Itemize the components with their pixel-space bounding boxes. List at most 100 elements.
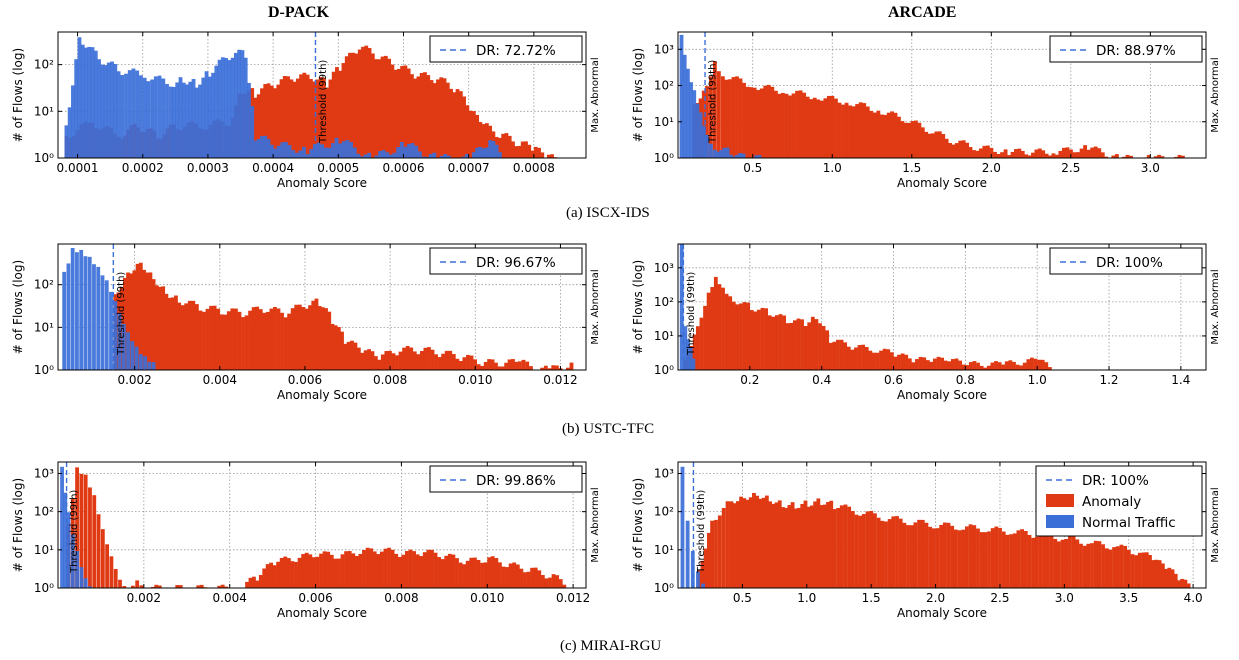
histogram-bar bbox=[403, 65, 408, 158]
plot-frame bbox=[677, 243, 1207, 371]
histogram-bar bbox=[800, 503, 805, 588]
legend-entry: DR: 99.86% bbox=[476, 473, 556, 489]
histogram-bar bbox=[1012, 533, 1017, 588]
histogram-bar bbox=[879, 350, 883, 370]
histogram-bar bbox=[344, 56, 349, 158]
histogram-bar bbox=[797, 507, 801, 588]
histogram-bar bbox=[1177, 580, 1181, 588]
histogram-bar bbox=[139, 75, 143, 158]
histogram-bar bbox=[809, 99, 814, 158]
histogram-bar bbox=[403, 146, 408, 158]
histogram-bar bbox=[333, 558, 338, 588]
histogram-bar bbox=[397, 556, 402, 588]
histogram-bar bbox=[983, 367, 988, 370]
histogram-bar bbox=[121, 323, 126, 370]
histogram-bar bbox=[380, 56, 385, 158]
histogram-bar bbox=[295, 78, 300, 158]
histogram-bar bbox=[406, 68, 411, 158]
histogram-bar bbox=[691, 358, 696, 370]
histogram-bar bbox=[367, 152, 372, 158]
chart-iscx-arcade: Threshold (99th) 0.5 1.0 1.5 2.0 2.5 3.0 10⁰ 10¹… bbox=[631, 31, 1221, 190]
histogram-bar bbox=[256, 138, 261, 158]
histogram-bar bbox=[754, 155, 759, 158]
histogram-bar bbox=[498, 137, 502, 158]
histogram-bar bbox=[273, 88, 277, 158]
x-tick-label: 0.0002 bbox=[122, 161, 164, 175]
histogram-bar bbox=[110, 61, 114, 158]
histogram-bar bbox=[698, 112, 703, 158]
histogram-bar bbox=[836, 507, 841, 588]
histogram-bar bbox=[507, 135, 512, 158]
histogram-bar bbox=[209, 305, 213, 370]
histogram-bar bbox=[679, 34, 684, 158]
histogram-bar bbox=[1034, 149, 1039, 158]
histogram-bar bbox=[400, 65, 405, 158]
histogram-bar bbox=[369, 548, 374, 588]
histogram-bar bbox=[950, 525, 955, 588]
histogram-bar bbox=[451, 354, 456, 370]
histogram-bar bbox=[443, 153, 448, 158]
histogram-bar bbox=[1108, 549, 1113, 588]
histogram-bar bbox=[318, 77, 323, 158]
histogram-bar bbox=[884, 521, 888, 588]
histogram-bar bbox=[1112, 547, 1116, 588]
histogram-bar bbox=[354, 555, 359, 588]
histogram-bar bbox=[292, 81, 297, 158]
chart-mirai-dpack: Threshold (99th) 0.002 0.004 0.006 0.008 0.01… bbox=[11, 461, 601, 620]
histogram-bar bbox=[701, 90, 706, 158]
histogram-bar bbox=[729, 501, 734, 588]
histogram-bar bbox=[900, 121, 905, 158]
histogram-bar bbox=[1033, 358, 1038, 370]
histogram-bar bbox=[692, 90, 697, 158]
histogram-bar bbox=[130, 585, 135, 588]
histogram-bar bbox=[97, 59, 101, 158]
histogram-bar bbox=[244, 315, 249, 370]
histogram-bar bbox=[309, 149, 314, 158]
histogram-bar bbox=[848, 105, 852, 158]
histogram-bar bbox=[897, 116, 901, 158]
histogram-bar bbox=[462, 564, 467, 588]
histogram-bar bbox=[344, 551, 348, 588]
histogram-bar bbox=[1008, 360, 1013, 370]
histogram-bar bbox=[1012, 361, 1016, 370]
histogram-bar bbox=[205, 308, 210, 370]
legend-box bbox=[429, 465, 583, 493]
legend: DR: 88.97% bbox=[1049, 35, 1203, 63]
histogram-bar bbox=[297, 304, 302, 370]
histogram-bar bbox=[533, 146, 538, 158]
histogram-bar bbox=[458, 562, 463, 588]
histogram-bar bbox=[294, 561, 298, 588]
histogram-bar bbox=[517, 145, 522, 158]
histogram-bar bbox=[432, 83, 437, 158]
histogram-bar bbox=[961, 529, 966, 588]
histogram-bar bbox=[550, 154, 554, 158]
histogram-bar bbox=[975, 150, 980, 158]
histogram-bar bbox=[287, 145, 292, 158]
plot-frame bbox=[57, 461, 587, 589]
y-axis-label: # of Flows (log) bbox=[631, 260, 645, 354]
max-abnormal-label: Max. Abnormal bbox=[590, 487, 601, 562]
histogram-bar bbox=[376, 554, 381, 588]
histogram-bar bbox=[979, 532, 984, 588]
histogram-bar bbox=[180, 305, 185, 370]
histogram-bar bbox=[471, 152, 476, 158]
histogram-bar bbox=[1186, 583, 1191, 588]
histogram-bar bbox=[739, 496, 743, 588]
histogram-bar bbox=[735, 501, 740, 588]
histogram-bar bbox=[175, 82, 180, 158]
histogram-bar bbox=[1007, 155, 1012, 158]
histogram-bar bbox=[311, 557, 316, 588]
histogram-bar bbox=[914, 120, 918, 158]
histogram-bar bbox=[127, 70, 132, 158]
histogram-bar bbox=[96, 514, 101, 588]
histogram-bar bbox=[876, 517, 881, 588]
histogram-bar bbox=[409, 347, 414, 370]
bars-group bbox=[62, 248, 574, 370]
y-tick-label: 10³ bbox=[654, 261, 674, 275]
histogram-bar bbox=[269, 562, 274, 588]
chart-ustc-arcade: Threshold (99th) 0.2 0.4 0.6 0.8 1.0 1.2 1.4 10⁰… bbox=[631, 243, 1221, 402]
histogram-bar bbox=[1038, 535, 1043, 588]
histogram-bar bbox=[364, 45, 369, 158]
histogram-bar bbox=[514, 146, 519, 158]
histogram-bar bbox=[286, 558, 291, 588]
